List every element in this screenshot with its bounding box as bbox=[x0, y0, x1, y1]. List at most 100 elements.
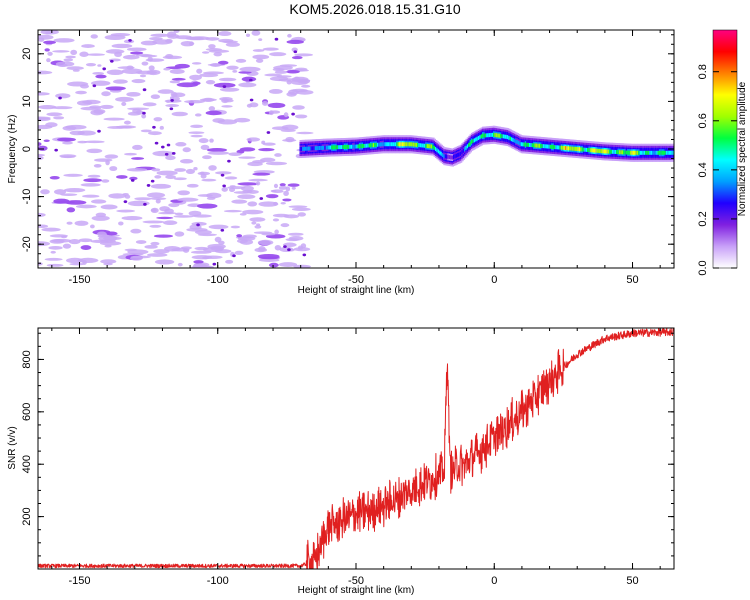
track-core bbox=[541, 144, 544, 149]
track-core bbox=[649, 150, 652, 155]
noise-blob bbox=[124, 194, 131, 199]
track-core bbox=[643, 150, 647, 155]
noise-blob bbox=[60, 193, 78, 196]
track-core bbox=[562, 145, 565, 150]
track-core bbox=[616, 150, 619, 155]
track-core bbox=[617, 150, 620, 155]
track-core bbox=[309, 146, 312, 151]
track-core bbox=[352, 144, 355, 149]
noise-blob bbox=[53, 198, 70, 204]
noise-blob bbox=[173, 215, 194, 218]
noise-blob bbox=[283, 112, 289, 118]
noise-peak bbox=[166, 143, 171, 147]
track-core bbox=[600, 149, 604, 154]
noise-blob bbox=[55, 93, 71, 99]
noise-peak bbox=[161, 145, 165, 149]
noise-peak bbox=[222, 85, 227, 88]
track-core bbox=[394, 142, 398, 147]
track-core bbox=[311, 146, 315, 151]
track-core bbox=[368, 143, 372, 148]
noise-peak bbox=[150, 179, 155, 183]
noise-blob bbox=[237, 194, 256, 200]
track-core bbox=[566, 146, 569, 151]
noise-peak bbox=[291, 112, 295, 116]
noise-blob bbox=[106, 69, 124, 75]
noise-blob bbox=[274, 153, 282, 157]
track-core bbox=[544, 144, 547, 149]
noise-blob bbox=[105, 159, 110, 166]
noise-blob bbox=[100, 204, 118, 210]
track-core bbox=[399, 142, 402, 147]
track-core bbox=[411, 142, 414, 147]
track-core bbox=[487, 133, 490, 138]
track-core bbox=[357, 144, 360, 149]
noise-blob bbox=[177, 190, 190, 196]
noise-blob bbox=[45, 31, 52, 35]
noise-blob bbox=[207, 243, 226, 250]
colorbar-tick-label: 0.2 bbox=[697, 211, 709, 226]
noise-peak bbox=[302, 253, 307, 257]
noise-peak bbox=[212, 262, 217, 266]
track-core bbox=[415, 142, 419, 147]
noise-blob bbox=[66, 221, 73, 225]
track-core bbox=[588, 148, 591, 153]
noise-blob bbox=[40, 189, 50, 195]
noise-blob bbox=[255, 58, 264, 63]
noise-blob bbox=[272, 218, 280, 222]
track-core bbox=[372, 143, 376, 148]
track-core bbox=[450, 155, 453, 160]
track-core bbox=[425, 143, 428, 148]
colorbar-tick-label: 0.0 bbox=[697, 260, 709, 275]
track-core bbox=[559, 145, 562, 150]
noise-blob bbox=[197, 194, 213, 197]
noise-blob bbox=[116, 209, 136, 213]
noise-blob bbox=[199, 73, 219, 78]
colorbar-frame bbox=[712, 29, 738, 269]
noise-blob bbox=[63, 188, 86, 193]
track-core bbox=[650, 150, 654, 155]
track-core bbox=[576, 147, 579, 151]
noise-peak bbox=[123, 200, 128, 204]
noise-blob bbox=[198, 138, 209, 144]
track-core bbox=[477, 135, 481, 140]
track-core bbox=[516, 140, 519, 145]
noise-blob bbox=[150, 197, 167, 201]
noise-blob bbox=[252, 54, 270, 60]
track-core bbox=[314, 146, 318, 151]
noise-blob bbox=[191, 62, 202, 65]
noise-blob bbox=[38, 155, 44, 161]
track-core bbox=[422, 143, 425, 148]
noise-blob bbox=[53, 116, 65, 120]
track-core bbox=[407, 142, 410, 147]
noise-blob bbox=[169, 80, 181, 84]
track-core bbox=[410, 142, 413, 147]
noise-blob bbox=[208, 165, 217, 171]
noise-blob bbox=[217, 60, 229, 65]
noise-peak bbox=[130, 178, 135, 182]
noise-blob bbox=[38, 142, 42, 146]
track-core bbox=[627, 150, 630, 155]
noise-blob bbox=[38, 117, 51, 122]
noise-blob bbox=[149, 224, 162, 228]
track-core bbox=[387, 142, 391, 147]
noise-blob bbox=[43, 139, 50, 142]
track-core bbox=[638, 150, 641, 155]
noise-blob bbox=[144, 244, 158, 249]
noise-blob bbox=[64, 200, 87, 205]
track-core bbox=[567, 146, 571, 151]
track-core bbox=[405, 142, 409, 147]
noise-blob bbox=[86, 53, 105, 56]
track-core bbox=[340, 145, 344, 150]
noise-blob bbox=[239, 147, 256, 152]
noise-blob bbox=[291, 55, 303, 60]
snr-plot-area bbox=[38, 328, 674, 569]
track-core bbox=[582, 147, 586, 152]
noise-blob bbox=[279, 64, 297, 67]
noise-blob bbox=[150, 94, 161, 100]
noise-peak bbox=[97, 129, 101, 133]
track-core bbox=[549, 144, 553, 149]
track-core bbox=[447, 154, 450, 159]
noise-blob bbox=[189, 41, 194, 46]
noise-blob bbox=[113, 79, 128, 84]
noise-blob bbox=[197, 171, 211, 176]
